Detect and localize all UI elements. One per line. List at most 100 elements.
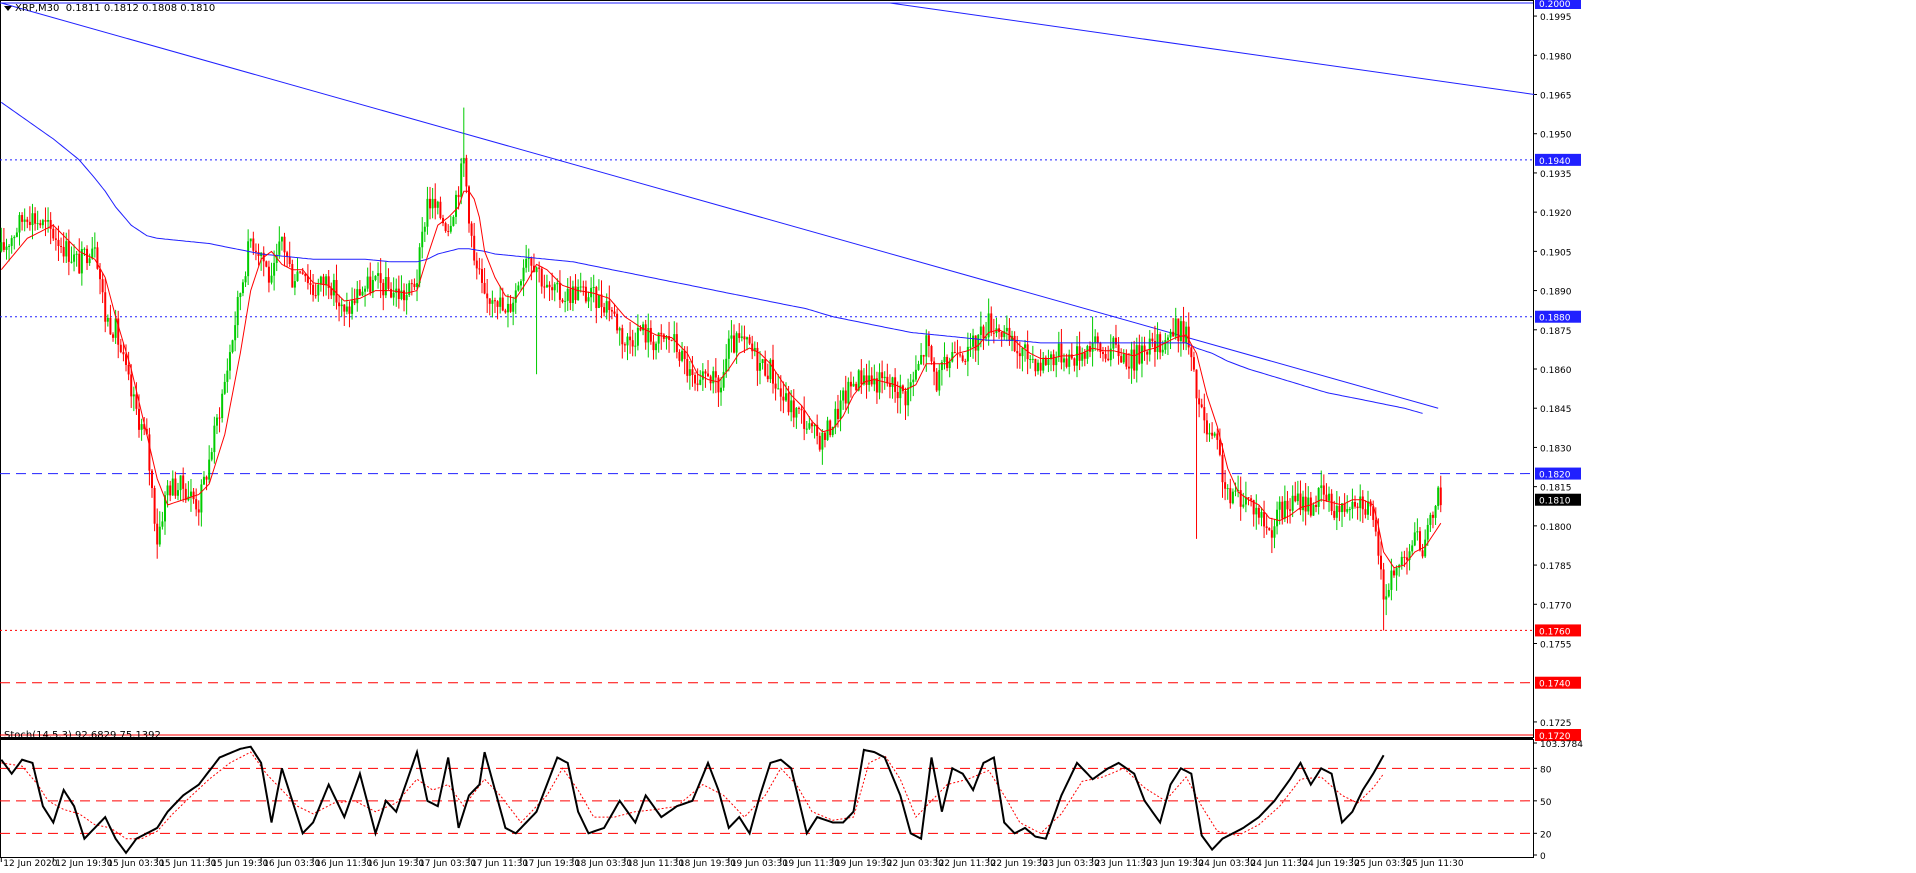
candle-body	[1400, 556, 1403, 565]
candle-body	[696, 383, 699, 385]
candle	[327, 269, 330, 300]
candle-body	[753, 347, 756, 352]
level-label-0: 0.2000	[1539, 0, 1571, 10]
candle-body	[197, 509, 200, 513]
candle	[1044, 355, 1047, 367]
price-axis-label-5: 0.1920	[1540, 209, 1572, 219]
candle-body	[714, 371, 717, 378]
candle	[558, 270, 561, 309]
candle	[88, 253, 91, 266]
candle-body	[873, 378, 876, 385]
candle-body	[1018, 353, 1021, 357]
candle	[1341, 502, 1344, 527]
candle-body	[99, 268, 102, 280]
candle	[1008, 318, 1011, 346]
candle	[631, 329, 634, 357]
candle	[571, 280, 574, 312]
candle	[1024, 339, 1027, 362]
candle-body	[1063, 358, 1066, 363]
candle-body	[564, 300, 567, 302]
candle-body	[265, 261, 268, 267]
candle-body	[145, 428, 148, 435]
candle-body	[1099, 342, 1102, 353]
candle-body	[608, 301, 611, 311]
candle	[434, 183, 437, 220]
candle	[1094, 329, 1097, 351]
candle-body	[148, 434, 151, 471]
candle-body	[1387, 589, 1390, 597]
collapse-triangle-icon[interactable]	[4, 5, 12, 11]
candle-body	[959, 354, 962, 356]
candle	[826, 416, 829, 441]
candle	[816, 414, 819, 445]
candle-body	[1037, 362, 1040, 372]
candle	[943, 342, 946, 370]
candle-body	[93, 247, 96, 249]
candle	[730, 320, 733, 353]
candle-body	[1205, 420, 1208, 435]
candle-body	[169, 485, 172, 496]
candle-body	[777, 388, 780, 390]
candle	[774, 371, 777, 401]
candle-body	[413, 283, 416, 287]
candle-body	[460, 163, 463, 198]
candle	[1328, 486, 1331, 512]
candle-body	[553, 284, 556, 291]
candle	[104, 278, 107, 333]
candle-body	[694, 375, 697, 384]
candle	[800, 405, 803, 424]
candle	[743, 325, 746, 354]
candle-body	[605, 301, 608, 313]
candle	[746, 336, 749, 351]
level-tag-6	[1535, 729, 1581, 741]
candle-body	[83, 248, 86, 250]
candle-body	[1011, 335, 1014, 342]
candle-body	[839, 400, 842, 420]
candle	[1037, 359, 1040, 375]
candle-body	[759, 363, 762, 371]
candle-body	[769, 359, 772, 380]
candle	[647, 313, 650, 358]
candle-body	[1281, 501, 1284, 519]
stoch-main-line	[0, 745, 1385, 855]
candle-body	[1390, 570, 1393, 590]
candle-body	[436, 201, 439, 208]
candle-body	[595, 287, 598, 309]
candle-body	[940, 362, 943, 371]
time-axis-label-3: 15 Jun 11:30	[159, 859, 216, 869]
candle	[1335, 491, 1338, 531]
candle	[1283, 485, 1286, 523]
candle-body	[1029, 359, 1032, 361]
candle-body	[70, 261, 73, 263]
candle	[688, 360, 691, 390]
candle	[1140, 336, 1143, 378]
candle	[314, 283, 317, 299]
candle-body	[1364, 509, 1367, 515]
candle-body	[1146, 351, 1149, 355]
candle-body	[1367, 501, 1370, 515]
candle	[1343, 493, 1346, 517]
candle	[223, 373, 226, 395]
candle-body	[338, 302, 341, 307]
candle-body	[1429, 514, 1432, 525]
candle	[803, 396, 806, 441]
price-axis-label-2: 0.1965	[1540, 92, 1572, 102]
candle	[384, 261, 387, 299]
candle	[522, 259, 525, 297]
candle	[1205, 413, 1208, 442]
candle	[278, 226, 281, 259]
candle-body	[91, 248, 94, 259]
candle-body	[1270, 530, 1273, 538]
candle-body	[317, 284, 320, 296]
candle	[868, 360, 871, 392]
candle-body	[179, 475, 182, 491]
candle-body	[57, 239, 60, 246]
candle-body	[1198, 398, 1201, 405]
candle-body	[584, 286, 587, 302]
candle-body	[215, 417, 218, 426]
candle-body	[849, 381, 852, 387]
candle-body	[335, 279, 338, 303]
candle-body	[52, 228, 55, 239]
